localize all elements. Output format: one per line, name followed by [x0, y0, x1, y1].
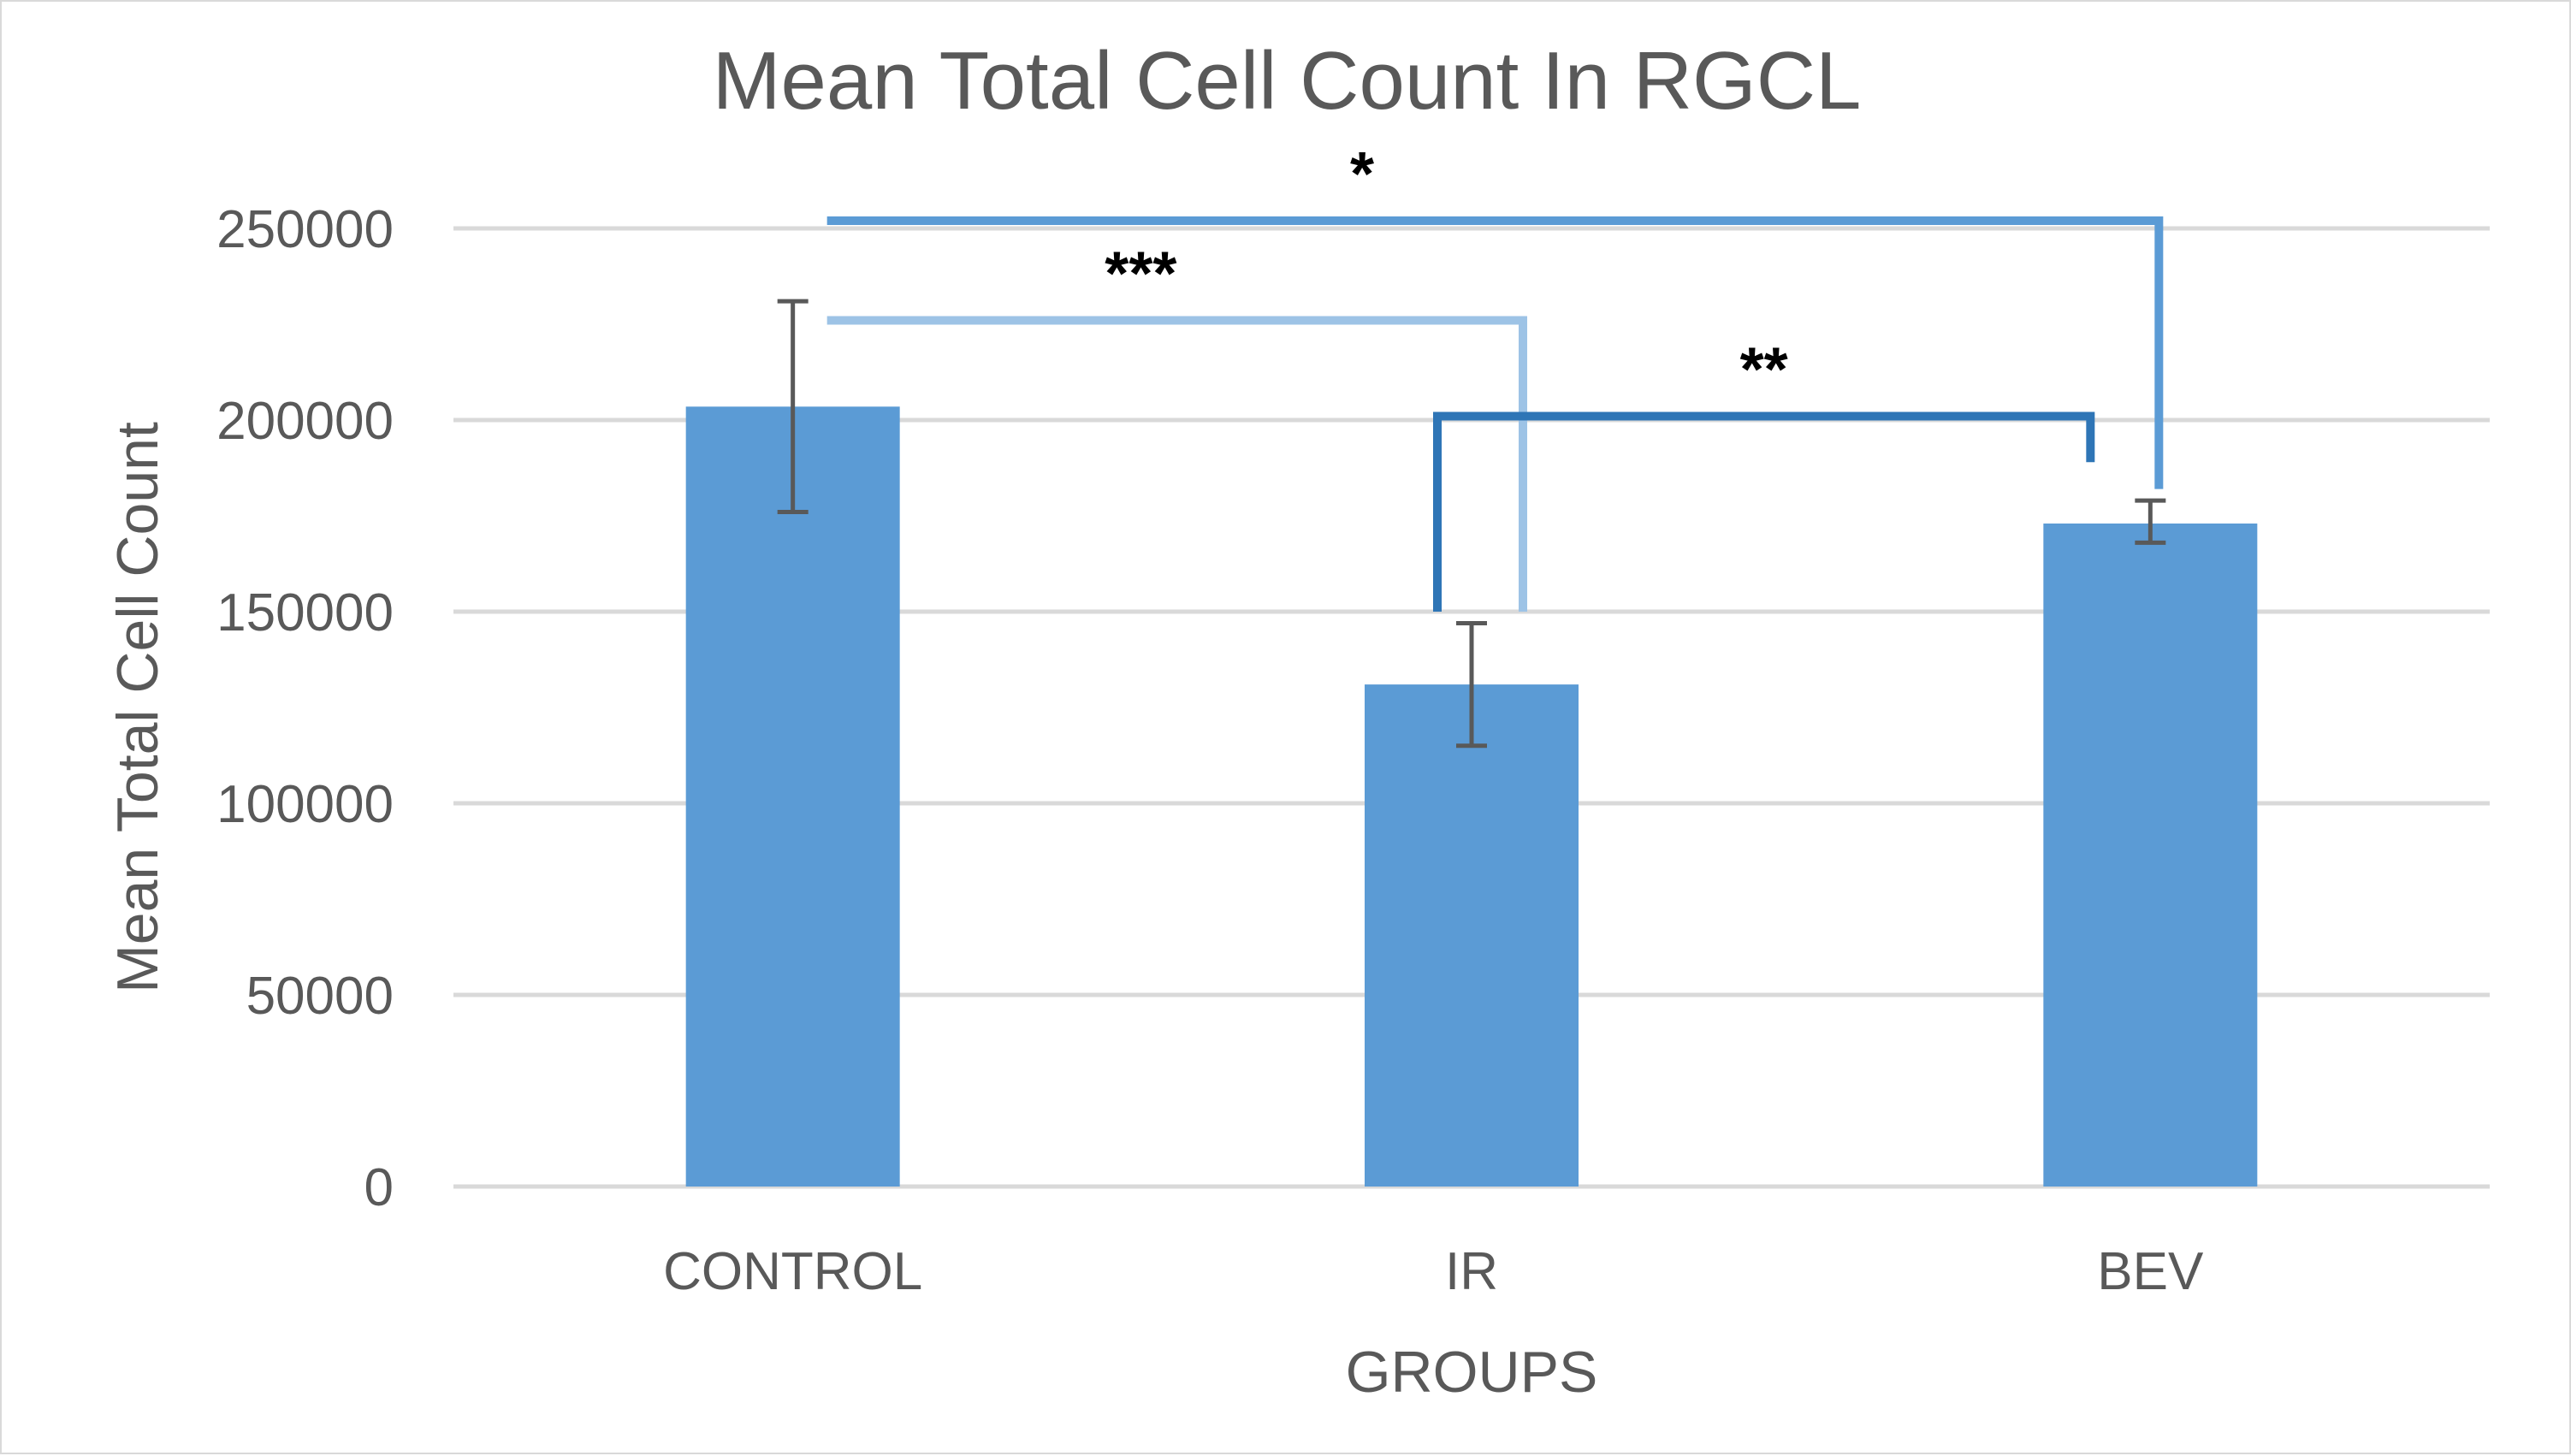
bar-bev — [2043, 523, 2258, 1187]
y-axis-label: Mean Total Cell Count — [105, 422, 170, 993]
x-tick-label: BEV — [2097, 1242, 2204, 1301]
x-axis-label: GROUPS — [1346, 1340, 1598, 1405]
x-tick-label: IR — [1445, 1242, 1498, 1301]
significance-label: *** — [1105, 240, 1176, 309]
y-tick-label: 250000 — [216, 200, 394, 259]
y-tick-label: 200000 — [216, 392, 394, 451]
bar-control — [685, 406, 900, 1187]
chart-title: Mean Total Cell Count In RGCL — [713, 35, 1862, 127]
y-tick-label: 150000 — [216, 583, 394, 642]
significance-bracket — [826, 216, 2164, 489]
significance-label: ** — [1740, 336, 1788, 405]
significance-bracket — [826, 316, 1527, 612]
significance-bracket — [1433, 411, 2095, 612]
x-tick-label: CONTROL — [663, 1242, 922, 1301]
y-tick-label: 50000 — [246, 967, 394, 1026]
significance-label: * — [1350, 140, 1374, 209]
y-tick-label: 0 — [364, 1158, 394, 1217]
bar-ir — [1365, 684, 1579, 1187]
y-tick-label: 100000 — [216, 775, 394, 834]
